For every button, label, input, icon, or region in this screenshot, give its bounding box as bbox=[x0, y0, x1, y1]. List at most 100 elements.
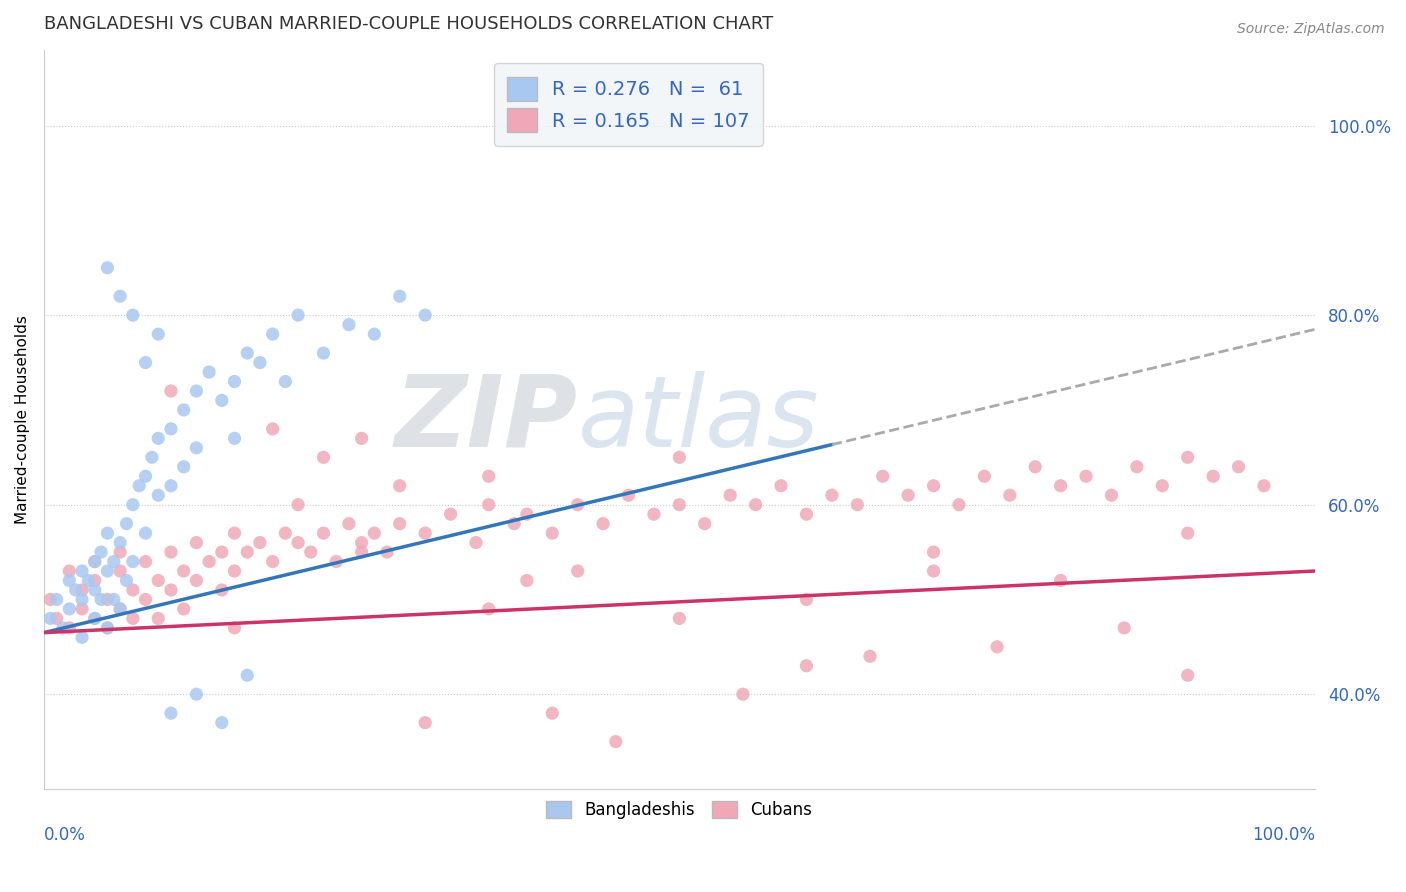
Point bbox=[224, 375, 246, 389]
Point bbox=[731, 687, 754, 701]
Point bbox=[224, 621, 246, 635]
Point bbox=[1049, 574, 1071, 588]
Point bbox=[70, 631, 93, 645]
Point bbox=[1126, 459, 1149, 474]
Point bbox=[135, 592, 157, 607]
Point bbox=[337, 318, 360, 332]
Point bbox=[90, 592, 112, 607]
Point bbox=[859, 649, 882, 664]
Point bbox=[96, 526, 118, 541]
Point bbox=[668, 450, 690, 465]
Point bbox=[173, 403, 195, 417]
Point bbox=[121, 498, 143, 512]
Point bbox=[160, 545, 183, 559]
Point bbox=[160, 479, 183, 493]
Point bbox=[160, 706, 183, 721]
Point bbox=[45, 611, 67, 625]
Point bbox=[478, 469, 501, 483]
Point bbox=[108, 602, 131, 616]
Point bbox=[148, 431, 170, 445]
Point bbox=[224, 564, 246, 578]
Text: ZIP: ZIP bbox=[395, 371, 578, 468]
Point bbox=[236, 346, 259, 360]
Point bbox=[39, 592, 62, 607]
Point bbox=[541, 706, 564, 721]
Point bbox=[148, 327, 170, 342]
Point bbox=[567, 498, 589, 512]
Text: atlas: atlas bbox=[578, 371, 820, 468]
Point bbox=[668, 611, 690, 625]
Point bbox=[224, 526, 246, 541]
Point bbox=[350, 535, 373, 549]
Point bbox=[186, 687, 208, 701]
Point bbox=[478, 602, 501, 616]
Point bbox=[413, 526, 436, 541]
Point bbox=[58, 574, 80, 588]
Point bbox=[186, 441, 208, 455]
Point bbox=[592, 516, 614, 531]
Point bbox=[70, 564, 93, 578]
Text: 0.0%: 0.0% bbox=[44, 826, 86, 844]
Point bbox=[274, 526, 297, 541]
Point bbox=[148, 488, 170, 502]
Point bbox=[948, 498, 970, 512]
Point bbox=[224, 431, 246, 445]
Point bbox=[478, 498, 501, 512]
Point bbox=[121, 308, 143, 322]
Point bbox=[115, 516, 138, 531]
Point bbox=[413, 715, 436, 730]
Point bbox=[262, 327, 284, 342]
Point bbox=[45, 592, 67, 607]
Point bbox=[897, 488, 920, 502]
Text: 100.0%: 100.0% bbox=[1251, 826, 1315, 844]
Point bbox=[1101, 488, 1123, 502]
Point bbox=[668, 498, 690, 512]
Point bbox=[108, 564, 131, 578]
Point bbox=[211, 715, 233, 730]
Point bbox=[388, 479, 411, 493]
Point bbox=[128, 479, 150, 493]
Point bbox=[388, 516, 411, 531]
Point bbox=[262, 555, 284, 569]
Point bbox=[96, 592, 118, 607]
Point bbox=[1177, 450, 1199, 465]
Y-axis label: Married-couple Households: Married-couple Households bbox=[15, 315, 30, 524]
Point bbox=[39, 611, 62, 625]
Point bbox=[643, 507, 665, 521]
Point bbox=[115, 574, 138, 588]
Point bbox=[1074, 469, 1097, 483]
Point bbox=[312, 526, 335, 541]
Text: BANGLADESHI VS CUBAN MARRIED-COUPLE HOUSEHOLDS CORRELATION CHART: BANGLADESHI VS CUBAN MARRIED-COUPLE HOUS… bbox=[44, 15, 773, 33]
Point bbox=[388, 289, 411, 303]
Point bbox=[186, 574, 208, 588]
Legend: Bangladeshis, Cubans: Bangladeshis, Cubans bbox=[533, 788, 825, 832]
Point bbox=[70, 582, 93, 597]
Point bbox=[922, 564, 945, 578]
Point bbox=[1152, 479, 1174, 493]
Point bbox=[872, 469, 894, 483]
Point bbox=[312, 346, 335, 360]
Point bbox=[274, 375, 297, 389]
Point bbox=[77, 574, 100, 588]
Point bbox=[503, 516, 526, 531]
Point bbox=[1024, 459, 1046, 474]
Point bbox=[83, 555, 105, 569]
Point bbox=[96, 260, 118, 275]
Point bbox=[173, 459, 195, 474]
Point bbox=[413, 308, 436, 322]
Point bbox=[148, 574, 170, 588]
Point bbox=[516, 507, 538, 521]
Point bbox=[83, 582, 105, 597]
Point bbox=[986, 640, 1008, 654]
Point bbox=[173, 602, 195, 616]
Point bbox=[249, 355, 271, 369]
Point bbox=[922, 545, 945, 559]
Point bbox=[973, 469, 995, 483]
Point bbox=[1049, 479, 1071, 493]
Point bbox=[108, 545, 131, 559]
Point bbox=[173, 564, 195, 578]
Point bbox=[52, 621, 75, 635]
Point bbox=[998, 488, 1021, 502]
Point bbox=[312, 450, 335, 465]
Point bbox=[375, 545, 398, 559]
